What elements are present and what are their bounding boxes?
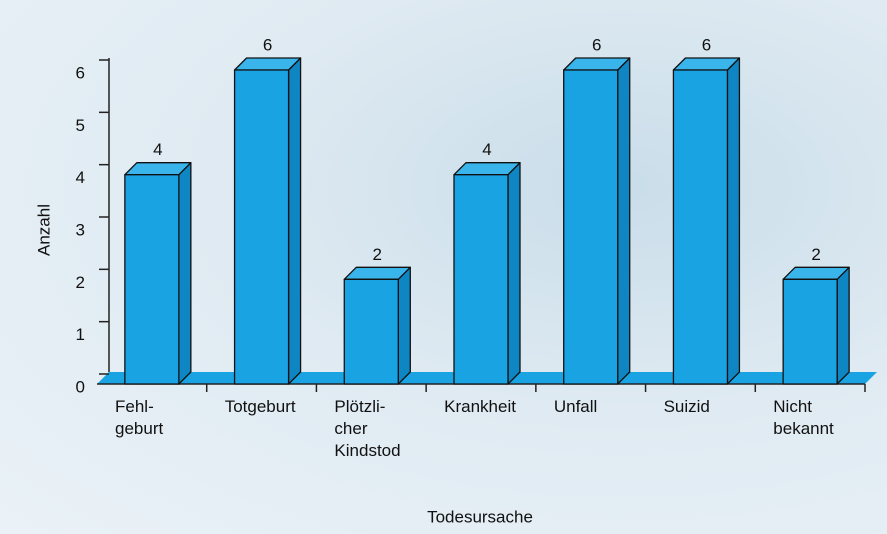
value-label: 4: [153, 140, 162, 159]
x-axis-label: Todesursache: [427, 507, 533, 526]
bar-side: [397, 266, 411, 385]
bar-side: [507, 162, 521, 385]
y-tick-label: 0: [76, 377, 85, 396]
bar: [453, 162, 521, 385]
bar-side: [178, 162, 192, 385]
bar-top: [563, 57, 631, 71]
y-tick-label: 5: [76, 116, 85, 135]
y-tick-label: 4: [76, 168, 85, 187]
value-label: 4: [482, 140, 491, 159]
x-tick-label: Suizid: [663, 397, 710, 416]
y-tick-label: 2: [76, 273, 85, 292]
bar-top: [124, 162, 192, 176]
y-axis-label: Anzahl: [34, 204, 53, 256]
bar-side: [287, 57, 302, 385]
bar-top: [782, 266, 850, 280]
value-label: 6: [263, 35, 272, 54]
x-tick-label: Krankheit: [444, 397, 516, 416]
value-label: 2: [811, 245, 820, 264]
y-tick-label: 6: [76, 63, 85, 82]
x-tick-label: Plötzli- cher Kindstod: [334, 397, 401, 460]
bar-side: [836, 266, 850, 385]
bar-side: [617, 57, 631, 385]
bar: [563, 57, 631, 385]
bar-front: [563, 69, 619, 385]
bar-top: [233, 57, 302, 71]
bar-top: [453, 162, 521, 176]
x-tick-label: Totgeburt: [224, 397, 296, 416]
bar-front: [343, 278, 399, 385]
bar: [672, 57, 741, 385]
value-label: 6: [702, 35, 711, 54]
bar-front: [124, 174, 180, 385]
bar: [782, 266, 850, 385]
x-tick-label: Nicht bekannt: [773, 397, 834, 438]
bar-front: [453, 174, 509, 385]
bar: [343, 266, 411, 385]
bar-front: [782, 278, 838, 385]
bar: [124, 162, 192, 385]
bar-top: [672, 57, 741, 71]
bar-side: [726, 57, 741, 385]
bar-front: [672, 69, 729, 385]
bar-front: [233, 69, 290, 385]
value-label: 6: [592, 35, 601, 54]
value-label: 2: [373, 245, 382, 264]
y-tick-label: 1: [76, 325, 85, 344]
bar: [233, 57, 302, 385]
bar-top: [343, 266, 411, 280]
x-tick-label: Fehl- geburt: [115, 397, 164, 438]
x-tick-label: Unfall: [553, 397, 598, 416]
y-tick-label: 3: [76, 220, 85, 239]
